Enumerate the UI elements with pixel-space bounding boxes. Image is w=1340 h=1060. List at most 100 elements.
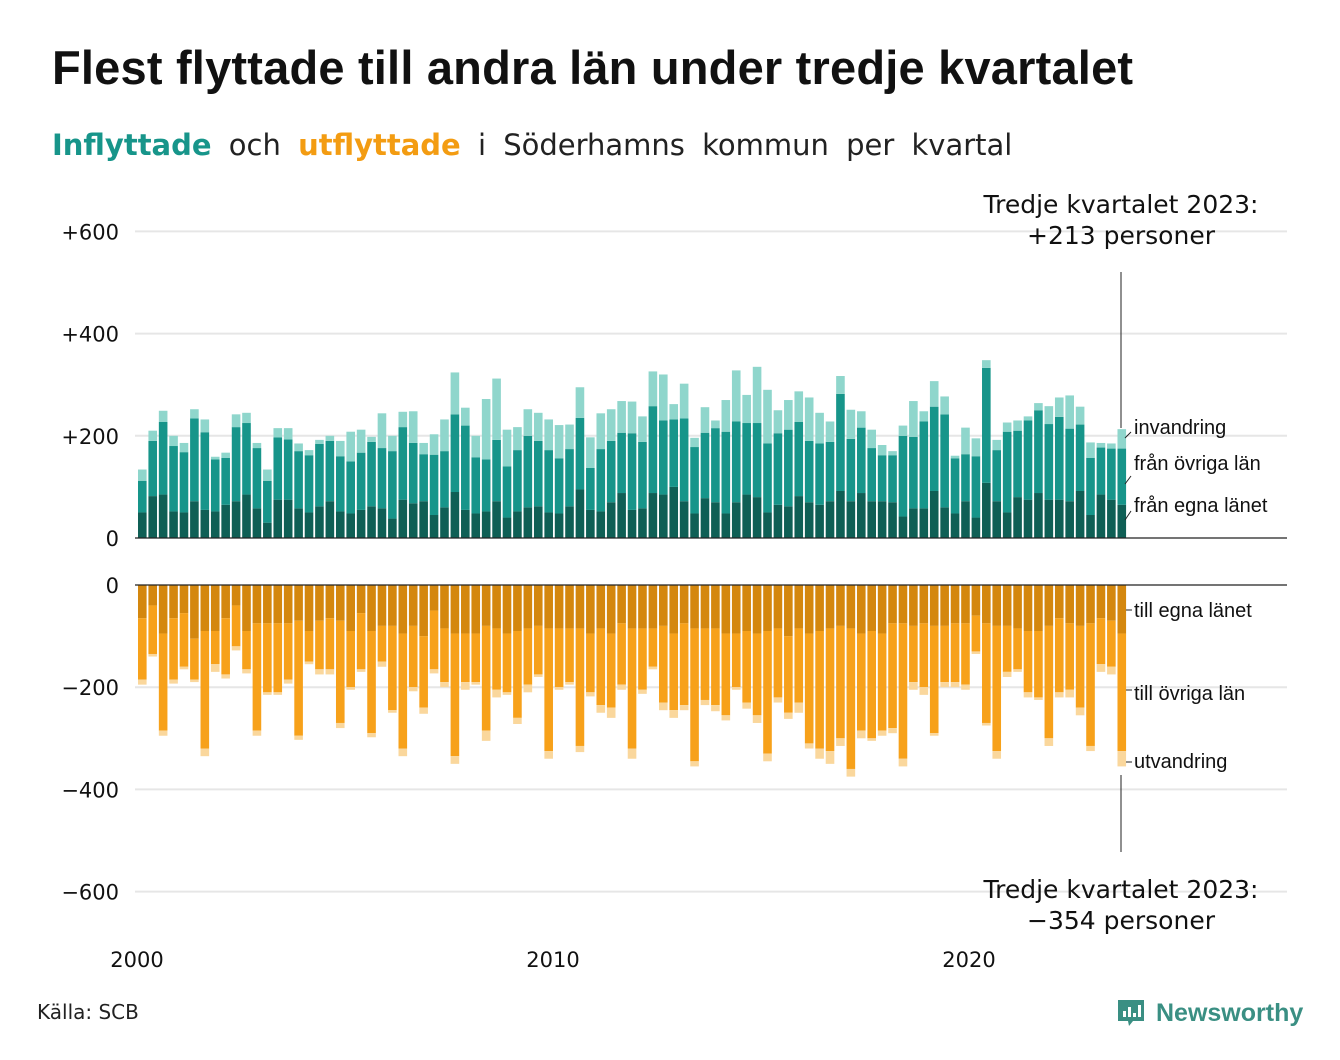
- bar-in-1: [596, 449, 606, 512]
- bar-in-2: [961, 427, 970, 455]
- bar-out-0: [950, 585, 960, 624]
- bar-in-0: [533, 506, 543, 538]
- bar-in-1: [1075, 424, 1085, 491]
- bar-out-0: [1075, 585, 1085, 626]
- bar-out-0: [846, 585, 856, 629]
- bar-in-2: [648, 371, 658, 407]
- bar-out-2: [252, 730, 262, 736]
- y-tick-top: 0: [106, 527, 119, 551]
- bar-out-2: [1044, 738, 1054, 746]
- bar-in-1: [752, 423, 762, 498]
- bar-in-0: [419, 501, 428, 538]
- bar-out-2: [346, 687, 355, 690]
- bar-out-0: [513, 585, 522, 631]
- bar-out-2: [679, 705, 689, 711]
- bar-in-2: [575, 387, 585, 418]
- bar-in-2: [1107, 443, 1116, 449]
- bar-in-0: [138, 512, 147, 538]
- bar-out-0: [596, 585, 606, 629]
- bar-in-0: [1034, 493, 1043, 538]
- bar-in-1: [638, 441, 647, 509]
- bar-in-0: [1075, 490, 1085, 538]
- bar-out-1: [325, 618, 335, 670]
- bar-out-0: [471, 585, 481, 634]
- bar-out-2: [888, 728, 897, 734]
- bar-out-2: [533, 674, 543, 677]
- bar-out-2: [283, 679, 293, 684]
- bar-out-0: [888, 585, 897, 624]
- bar-out-2: [961, 684, 970, 690]
- bar-in-2: [377, 413, 387, 449]
- bar-in-1: [158, 422, 168, 495]
- bar-out-1: [158, 633, 168, 731]
- bar-in-0: [606, 502, 616, 538]
- bar-in-2: [544, 419, 553, 451]
- bar-in-0: [877, 501, 887, 538]
- bar-out-1: [961, 623, 970, 685]
- bar-out-1: [1096, 618, 1106, 665]
- bar-out-2: [481, 730, 491, 741]
- bar-out-1: [898, 623, 908, 759]
- bar-in-2: [335, 440, 345, 457]
- bar-in-1: [138, 480, 147, 513]
- bar-out-0: [419, 585, 428, 637]
- bar-in-1: [836, 393, 845, 491]
- bar-in-0: [450, 492, 460, 538]
- bar-in-0: [554, 513, 564, 538]
- bar-out-2: [190, 679, 199, 683]
- bar-out-0: [659, 585, 668, 626]
- bar-in-0: [784, 506, 793, 538]
- bar-in-0: [731, 502, 741, 538]
- bar-out-0: [294, 585, 303, 621]
- bar-in-1: [1013, 430, 1022, 498]
- logo-text: Newsworthy: [1156, 998, 1304, 1027]
- bar-in-1: [346, 461, 355, 514]
- bar-in-1: [1107, 448, 1116, 500]
- bar-in-2: [419, 442, 428, 455]
- bar-in-2: [304, 450, 314, 456]
- bar-out-1: [523, 628, 533, 685]
- bar-in-2: [252, 442, 262, 449]
- bar-in-2: [950, 455, 960, 459]
- bar-in-2: [190, 409, 199, 419]
- bar-in-1: [1002, 431, 1012, 513]
- bar-in-0: [263, 522, 272, 538]
- bar-out-1: [1065, 623, 1074, 690]
- bar-out-1: [638, 628, 647, 690]
- bar-out-2: [565, 682, 574, 685]
- bar-out-2: [242, 669, 251, 674]
- bar-in-2: [523, 409, 533, 436]
- bar-in-0: [283, 499, 293, 538]
- bar-in-1: [471, 457, 481, 514]
- bar-in-2: [940, 396, 949, 415]
- bar-in-1: [982, 367, 991, 483]
- bar-out-2: [179, 666, 189, 670]
- bar-out-1: [263, 623, 272, 693]
- bar-in-1: [940, 414, 949, 508]
- x-tick: 2010: [526, 948, 579, 972]
- bar-in-2: [617, 401, 626, 433]
- bar-out-2: [617, 684, 626, 690]
- bar-out-2: [450, 756, 460, 764]
- bar-in-0: [1096, 494, 1106, 538]
- bar-in-1: [179, 452, 189, 513]
- bar-out-2: [294, 735, 303, 740]
- bar-in-0: [210, 511, 220, 538]
- bar-out-2: [1034, 697, 1043, 700]
- bar-out-0: [815, 585, 824, 631]
- bar-in-2: [315, 439, 324, 444]
- bar-in-1: [909, 436, 918, 509]
- bar-out-2: [335, 722, 345, 729]
- bar-out-0: [867, 585, 876, 631]
- bar-out-1: [169, 618, 178, 680]
- bar-out-0: [158, 585, 168, 634]
- bar-in-2: [565, 424, 574, 450]
- bar-out-1: [856, 633, 866, 731]
- bar-out-2: [846, 768, 856, 777]
- bar-out-1: [586, 633, 595, 693]
- bar-in-2: [367, 436, 376, 442]
- bar-out-0: [836, 585, 845, 626]
- bar-in-0: [919, 508, 929, 538]
- bar-in-2: [1075, 406, 1085, 425]
- bar-out-1: [1086, 623, 1095, 746]
